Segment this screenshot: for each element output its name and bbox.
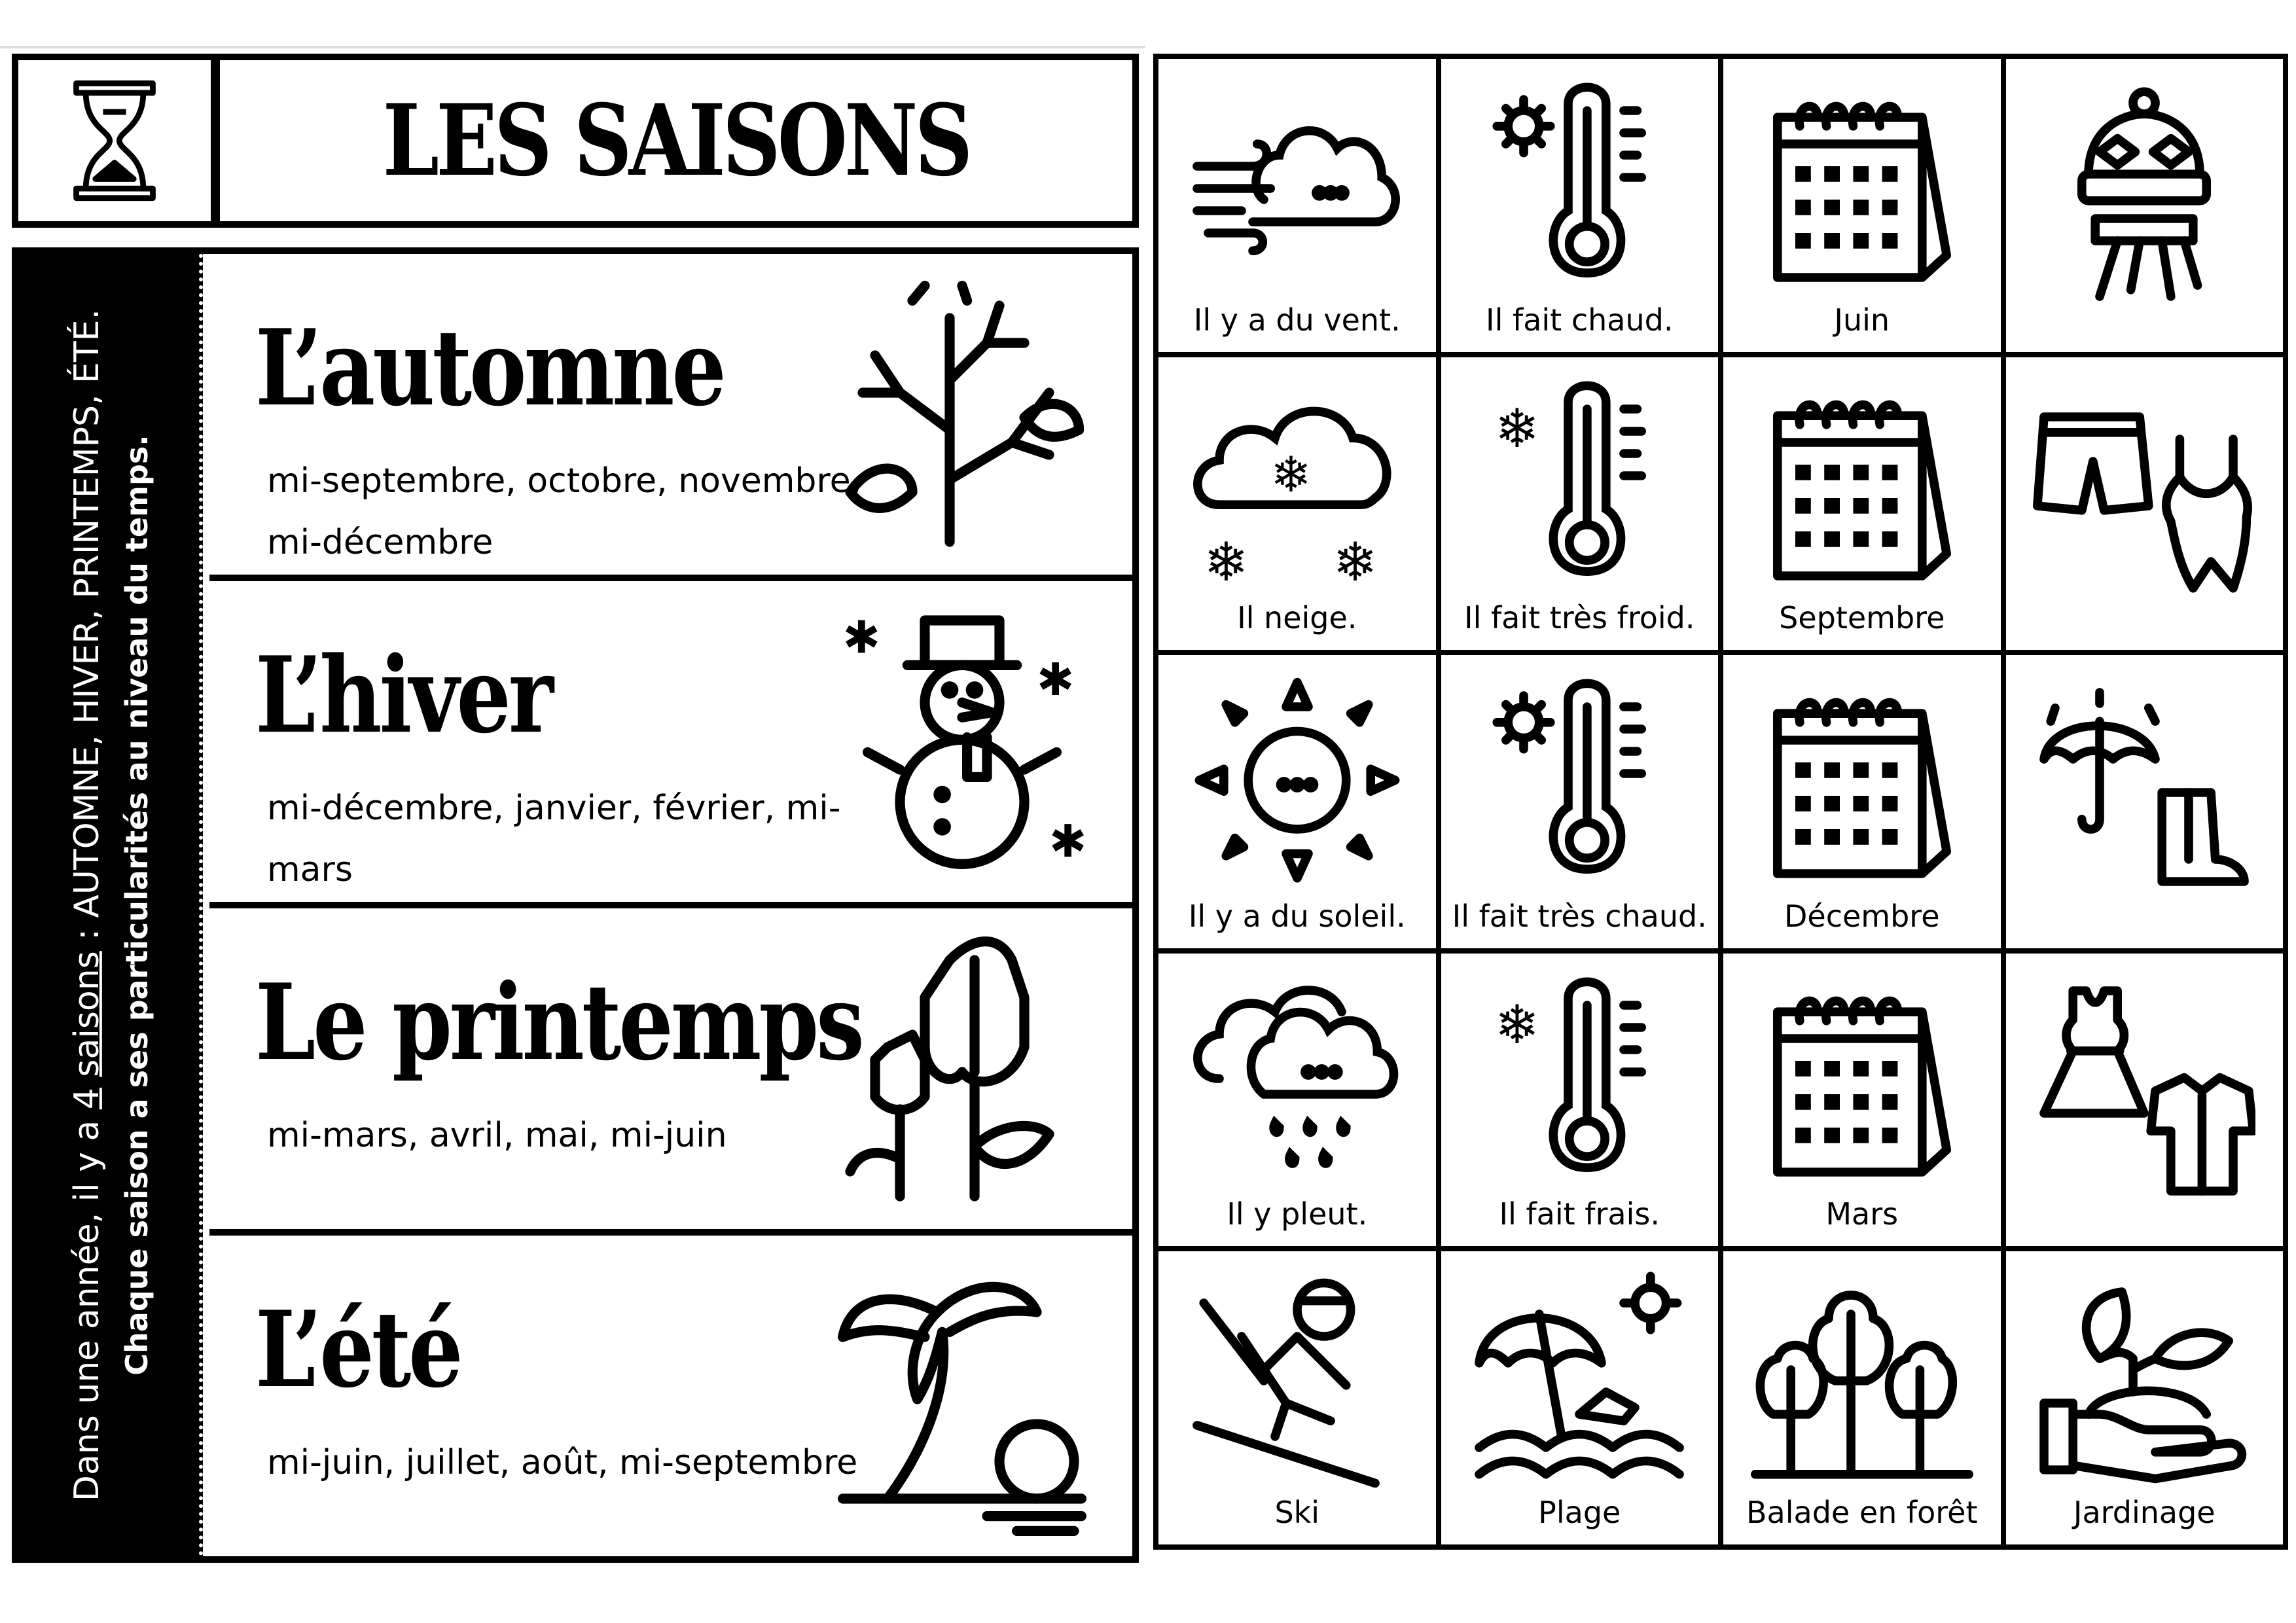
svg-text:❄: ❄ [1495, 397, 1539, 459]
cell-label: Plage [1538, 1495, 1621, 1530]
svg-text:✱: ✱ [1049, 816, 1086, 868]
svg-text:❄: ❄ [1204, 531, 1248, 593]
thermometer-snowflake-icon: ❄ [1495, 977, 1647, 1172]
cell-label: Balade en forêt [1746, 1495, 1978, 1530]
season-months: mi-septembre, octobre, novembre, mi-déce… [267, 461, 862, 562]
sun-icon [1194, 677, 1400, 883]
season-summer: L’été mi-juin, juillet, août, mi-septemb… [209, 1236, 1132, 1556]
side-line-1-start: Dans une année, il y a [67, 1109, 107, 1502]
svg-text:❄: ❄ [1270, 446, 1312, 503]
skier-icon [1192, 1278, 1380, 1488]
cell-label: Il y a du soleil. [1188, 898, 1406, 934]
grid-cell: Ski [1158, 1251, 1436, 1544]
grid-cell [2005, 357, 2283, 651]
calendar-icon [1772, 101, 1951, 282]
season-months: mi-décembre, janvier, février, mi-mars [267, 789, 841, 889]
hourglass-icon [73, 80, 156, 202]
cell-label: Il y a du vent. [1193, 302, 1401, 338]
umbrella-boots-icon [2039, 688, 2250, 886]
side-line-1-number: 4 [67, 1088, 107, 1110]
grid-cell: Il y a du vent. [1158, 59, 1436, 352]
cell-label: Jardinage [2073, 1495, 2215, 1530]
calendar-icon [1772, 400, 1951, 580]
season-name: Le printemps [255, 961, 865, 1084]
snowman-icon: ✱ ✱ ✱ [843, 612, 1086, 869]
seasons-panel: Dans une année, il y a 4 saisons : AUTOM… [12, 247, 1139, 1563]
snow-cloud-icon: ❄ ❄ ❄ [1193, 406, 1391, 593]
palm-tree-sunset-icon [838, 1281, 1086, 1536]
grid-cell: Il fait chaud. [1441, 59, 1718, 352]
cell-label: Il fait frais. [1499, 1196, 1660, 1232]
season-months: mi-mars, avril, mai, mi-juin [267, 1116, 727, 1155]
hourglass-cell [18, 60, 220, 221]
page-title: LES SAISONS [382, 83, 973, 198]
calendar-icon [1772, 996, 1951, 1177]
grid-cell: Il fait très chaud. [1441, 655, 1718, 948]
cell-label: Il y pleut. [1227, 1196, 1368, 1232]
cell-label: Septembre [1779, 600, 1945, 636]
grid-cell: Mars [1723, 953, 2001, 1247]
season-name: L’hiver [255, 633, 554, 757]
cell-label: Il fait chaud. [1486, 302, 1674, 338]
hat-scarf-icon [2077, 87, 2212, 301]
season-name: L’été [255, 1288, 463, 1411]
grid-cell: ❄ Il fait frais. [1441, 953, 1718, 1247]
weather-grid: Il y a du vent. Il fait chaud. Juin [1153, 54, 2288, 1550]
svg-text:❄: ❄ [1333, 531, 1377, 593]
tulip-icon [845, 936, 1054, 1202]
side-line-1: Dans une année, il y a 4 saisons : AUTOM… [64, 283, 110, 1527]
cell-label: Il neige. [1237, 600, 1357, 636]
cell-label: Juin [1834, 302, 1890, 338]
thermometer-sun-icon [1492, 82, 1647, 278]
shorts-swimsuit-icon [2033, 412, 2253, 593]
grid-cell: Juin [1723, 59, 2001, 352]
season-winter: L’hiver mi-décembre, janvier, février, m… [209, 581, 1132, 908]
title-banner: LES SAISONS [12, 54, 1139, 228]
grid-cell: Décembre [1723, 655, 2001, 948]
svg-text:❄: ❄ [1495, 994, 1539, 1056]
rain-cloud-icon [1193, 986, 1399, 1168]
svg-text:✱: ✱ [1037, 654, 1074, 706]
side-text: Dans une année, il y a 4 saisons : AUTOM… [64, 283, 157, 1527]
side-band: Dans une année, il y a 4 saisons : AUTOM… [18, 254, 203, 1556]
season-spring: Le printemps mi-mars, avril, mai, mi-jui… [209, 908, 1132, 1236]
grid-cell: ❄ Il fait très froid. [1441, 357, 1718, 651]
season-months: mi-juin, juillet, août, mi-septembre [267, 1443, 858, 1482]
season-autumn: L’automne mi-septembre, octobre, novembr… [209, 254, 1132, 581]
svg-text:✱: ✱ [843, 612, 880, 664]
grid-cell: Balade en forêt [1723, 1251, 2001, 1544]
grid-cell: ❄ ❄ ❄ Il neige. [1158, 357, 1436, 651]
cell-label: Mars [1825, 1196, 1899, 1232]
wind-cloud-icon [1192, 126, 1400, 255]
gardening-hand-icon [2039, 1287, 2247, 1484]
cell-label: Ski [1274, 1495, 1320, 1530]
side-line-1-end: : AUTOMNE, HIVER, PRINTEMPS, ÉTÉ. [67, 308, 107, 952]
grid-cell: Septembre [1723, 357, 2001, 651]
beach-umbrella-icon [1475, 1272, 1685, 1479]
cell-label: Il fait très chaud. [1452, 898, 1707, 934]
calendar-icon [1772, 698, 1951, 878]
grid-cell [2005, 953, 2283, 1247]
season-name: L’automne [255, 306, 726, 429]
cell-label: Il fait très froid. [1464, 600, 1695, 636]
side-line-2: Chaque saison a ses particularités au ni… [119, 435, 155, 1376]
cell-label: Décembre [1784, 898, 1940, 934]
dress-shirt-icon [2039, 986, 2256, 1196]
side-line-1-word: saisons [67, 951, 107, 1077]
grid-cell [2005, 59, 2283, 352]
thermometer-snowflake-icon: ❄ [1495, 381, 1647, 576]
grid-cell: Il y pleut. [1158, 953, 1436, 1247]
thermometer-sun-icon [1492, 679, 1647, 874]
top-divider [0, 46, 1145, 48]
forest-icon [1750, 1291, 1973, 1479]
grid-cell: Il y a du soleil. [1158, 655, 1436, 948]
autumn-tree-icon [845, 281, 1085, 547]
grid-cell: Jardinage [2005, 1251, 2283, 1544]
grid-cell: Plage [1441, 1251, 1718, 1544]
grid-cell [2005, 655, 2283, 948]
